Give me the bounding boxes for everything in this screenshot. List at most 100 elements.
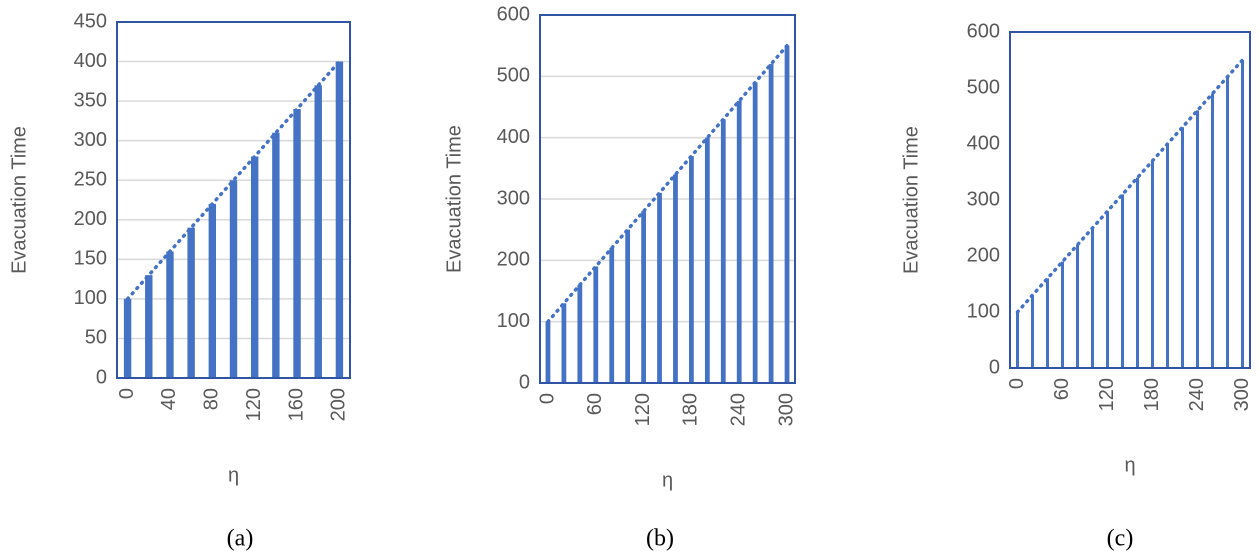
bar: [784, 45, 790, 384]
caption: (b): [646, 526, 674, 552]
y-tick-label: 600: [967, 20, 1000, 42]
x-tick-label: 120: [243, 388, 265, 421]
bar: [1136, 177, 1139, 368]
bar: [1091, 228, 1094, 368]
bar: [1241, 60, 1244, 368]
y-tick-label: 600: [497, 3, 530, 25]
x-tick-label: 300: [1231, 378, 1253, 411]
x-tick-label: 120: [1096, 378, 1118, 411]
y-tick-label: 300: [497, 187, 530, 209]
y-tick-label: 400: [74, 50, 107, 72]
y-tick-label: 300: [967, 188, 1000, 210]
bar: [768, 64, 774, 384]
bar: [736, 100, 742, 383]
bar: [1106, 211, 1109, 368]
bar: [145, 275, 153, 378]
y-tick-label: 500: [497, 65, 530, 87]
y-tick-label: 200: [967, 244, 1000, 266]
x-tick-label: 240: [1186, 378, 1208, 411]
y-tick-label: 200: [497, 249, 530, 271]
x-axis-label: η: [662, 469, 673, 491]
bar: [1061, 261, 1064, 368]
y-axis-label: Evacuation Time: [443, 125, 465, 273]
plot-frame: [539, 14, 796, 384]
bar: [689, 156, 694, 383]
bar: [704, 137, 710, 383]
x-tick-label: 240: [728, 393, 750, 426]
x-tick-label: 180: [680, 393, 702, 426]
bar: [625, 229, 631, 383]
bar: [272, 132, 280, 378]
bar: [545, 321, 551, 383]
bar: [123, 298, 132, 378]
y-tick-label: 350: [74, 89, 107, 111]
bar: [720, 119, 726, 384]
bar: [1016, 312, 1019, 368]
bar: [1226, 76, 1229, 369]
x-tick-label: 60: [584, 393, 606, 415]
x-tick-label: 80: [201, 388, 223, 410]
bar: [1121, 194, 1124, 368]
bar: [1196, 110, 1199, 369]
bar: [609, 248, 615, 383]
y-tick-label: 50: [85, 327, 107, 349]
bar: [1031, 295, 1034, 368]
x-tick-label: 40: [158, 388, 180, 410]
bar: [1181, 127, 1184, 368]
x-tick-label: 60: [1051, 378, 1073, 400]
bar: [1211, 93, 1214, 368]
y-axis-label: Evacuation Time: [8, 126, 30, 274]
bar: [187, 227, 195, 378]
trendline: [125, 59, 342, 301]
x-tick-label: 160: [285, 388, 307, 421]
caption: (c): [1107, 526, 1134, 552]
y-tick-label: 0: [519, 371, 530, 393]
bar: [641, 211, 646, 383]
x-axis-label: η: [228, 464, 239, 486]
plot-frame: [1009, 31, 1251, 369]
bar: [335, 61, 344, 379]
bar: [752, 82, 758, 383]
bar: [314, 85, 322, 379]
trendline: [546, 43, 789, 324]
y-tick-label: 100: [967, 300, 1000, 322]
bar: [208, 203, 217, 378]
y-tick-label: 150: [74, 248, 107, 270]
bar: [1151, 160, 1154, 368]
y-tick-label: 500: [967, 76, 1000, 98]
y-tick-label: 250: [74, 169, 107, 191]
x-tick-label: 200: [328, 388, 350, 421]
y-tick-label: 400: [497, 126, 530, 148]
bar: [1046, 278, 1049, 368]
y-axis-label: Evacuation Time: [900, 126, 922, 274]
caption: (a): [227, 526, 254, 552]
y-tick-label: 400: [967, 132, 1000, 154]
bar: [657, 192, 662, 383]
x-tick-label: 0: [1006, 378, 1028, 389]
y-tick-label: 450: [74, 10, 107, 32]
trendline: [1015, 58, 1245, 314]
x-tick-label: 180: [1141, 378, 1163, 411]
bar: [1166, 144, 1169, 368]
bar: [166, 251, 174, 378]
plot-frame: [116, 21, 351, 379]
bar: [250, 156, 259, 378]
x-tick-label: 300: [775, 393, 797, 426]
y-tick-label: 0: [96, 366, 107, 388]
bar: [293, 109, 301, 379]
x-tick-label: 120: [632, 393, 654, 426]
bar: [561, 303, 567, 383]
x-tick-label: 0: [536, 393, 558, 404]
bar: [593, 266, 599, 383]
bar: [229, 180, 238, 378]
x-tick-label: 0: [116, 388, 138, 399]
x-axis-label: η: [1124, 454, 1135, 476]
bar: [1076, 244, 1079, 368]
y-tick-label: 100: [497, 310, 530, 332]
y-tick-label: 300: [74, 129, 107, 151]
y-tick-label: 100: [74, 287, 107, 309]
bar: [577, 284, 583, 383]
y-tick-label: 0: [989, 356, 1000, 378]
y-tick-label: 200: [74, 208, 107, 230]
